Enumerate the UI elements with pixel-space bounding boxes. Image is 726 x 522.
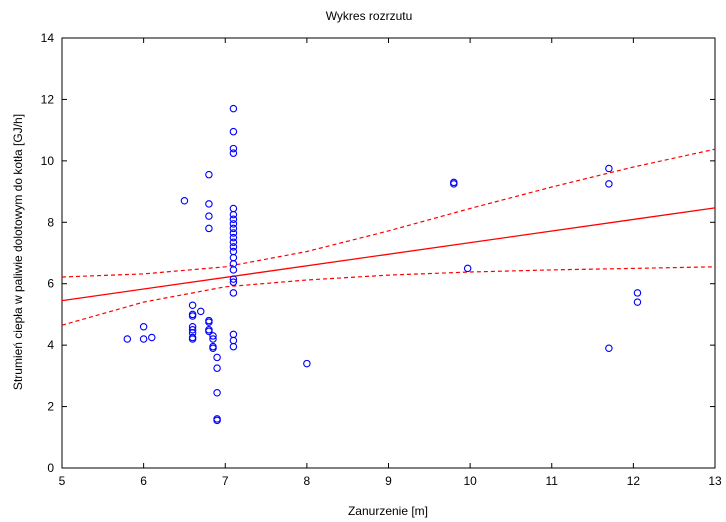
x-tick-label: 10 xyxy=(463,474,477,488)
data-point xyxy=(188,335,197,343)
data-point xyxy=(205,170,213,179)
data-point xyxy=(229,104,238,113)
data-point xyxy=(209,332,217,340)
data-point xyxy=(229,266,238,274)
data-point xyxy=(188,301,197,309)
data-point xyxy=(605,164,613,173)
data-point xyxy=(180,197,189,205)
data-point xyxy=(229,243,238,251)
data-point xyxy=(139,335,148,343)
data-point xyxy=(188,326,197,334)
data-point xyxy=(229,253,238,262)
x-tick-label: 6 xyxy=(140,474,147,488)
data-point xyxy=(229,342,238,351)
y-tick-label: 4 xyxy=(47,338,54,352)
data-point xyxy=(205,318,213,326)
data-point xyxy=(209,344,217,352)
data-point xyxy=(229,220,238,228)
data-point xyxy=(188,312,197,320)
data-point xyxy=(463,264,472,273)
y-tick-label: 10 xyxy=(41,154,55,168)
y-tick-label: 6 xyxy=(47,277,54,291)
x-tick-label: 5 xyxy=(59,474,66,488)
data-point xyxy=(303,359,311,368)
x-tick-label: 7 xyxy=(222,474,229,488)
x-tick-label: 8 xyxy=(304,474,311,488)
data-point xyxy=(213,353,221,362)
data-point xyxy=(205,212,213,220)
plot-area: 5 6 7 8 9 10 11 12 13 0 2 4 6 8 10 12 14 xyxy=(41,31,722,488)
y-tick-label: 12 xyxy=(41,92,55,106)
data-point xyxy=(450,180,458,188)
data-point xyxy=(605,180,613,188)
data-point xyxy=(205,200,213,208)
x-tick-label: 11 xyxy=(546,474,559,488)
plot-frame xyxy=(61,37,716,469)
y-tick-label: 0 xyxy=(47,461,54,475)
data-point xyxy=(633,289,642,297)
data-point xyxy=(229,278,238,286)
y-tick-label: 8 xyxy=(47,215,54,229)
data-point xyxy=(205,224,213,233)
data-point xyxy=(229,215,238,223)
data-point xyxy=(229,247,238,256)
y-tick-label: 14 xyxy=(41,31,55,45)
data-point xyxy=(123,335,132,343)
data-point xyxy=(209,335,217,343)
data-point xyxy=(229,127,238,136)
data-point xyxy=(229,233,238,242)
x-axis-title: Zanurzenie [m] xyxy=(348,504,428,518)
confidence-band-upper xyxy=(61,148,716,278)
data-point xyxy=(213,416,221,425)
data-point xyxy=(213,364,221,372)
data-point xyxy=(205,327,213,336)
confidence-band-lower xyxy=(61,266,716,326)
data-point xyxy=(229,238,238,247)
data-point xyxy=(229,259,238,268)
regression-line xyxy=(61,207,716,302)
data-point xyxy=(229,275,238,283)
x-tick-label: 13 xyxy=(708,474,722,488)
data-point xyxy=(229,289,238,297)
data-point xyxy=(229,144,238,153)
data-point xyxy=(213,388,221,397)
x-tick-label: 9 xyxy=(385,474,392,488)
data-point xyxy=(229,210,238,219)
x-tick-label: 12 xyxy=(627,474,641,488)
data-point xyxy=(229,224,238,233)
data-point xyxy=(229,204,238,213)
data-point xyxy=(229,149,238,157)
data-point xyxy=(229,330,238,339)
data-point xyxy=(605,344,613,352)
data-point xyxy=(633,298,642,306)
y-axis-title: Strumień ciepła w paliwie dolotowym do k… xyxy=(11,114,25,390)
data-point xyxy=(139,322,148,331)
chart-title: Wykres rozrzutu xyxy=(326,9,413,23)
y-tick-label: 2 xyxy=(47,400,54,414)
data-point xyxy=(229,229,238,237)
data-point xyxy=(148,333,156,342)
data-point xyxy=(229,336,238,345)
data-point xyxy=(197,307,205,316)
